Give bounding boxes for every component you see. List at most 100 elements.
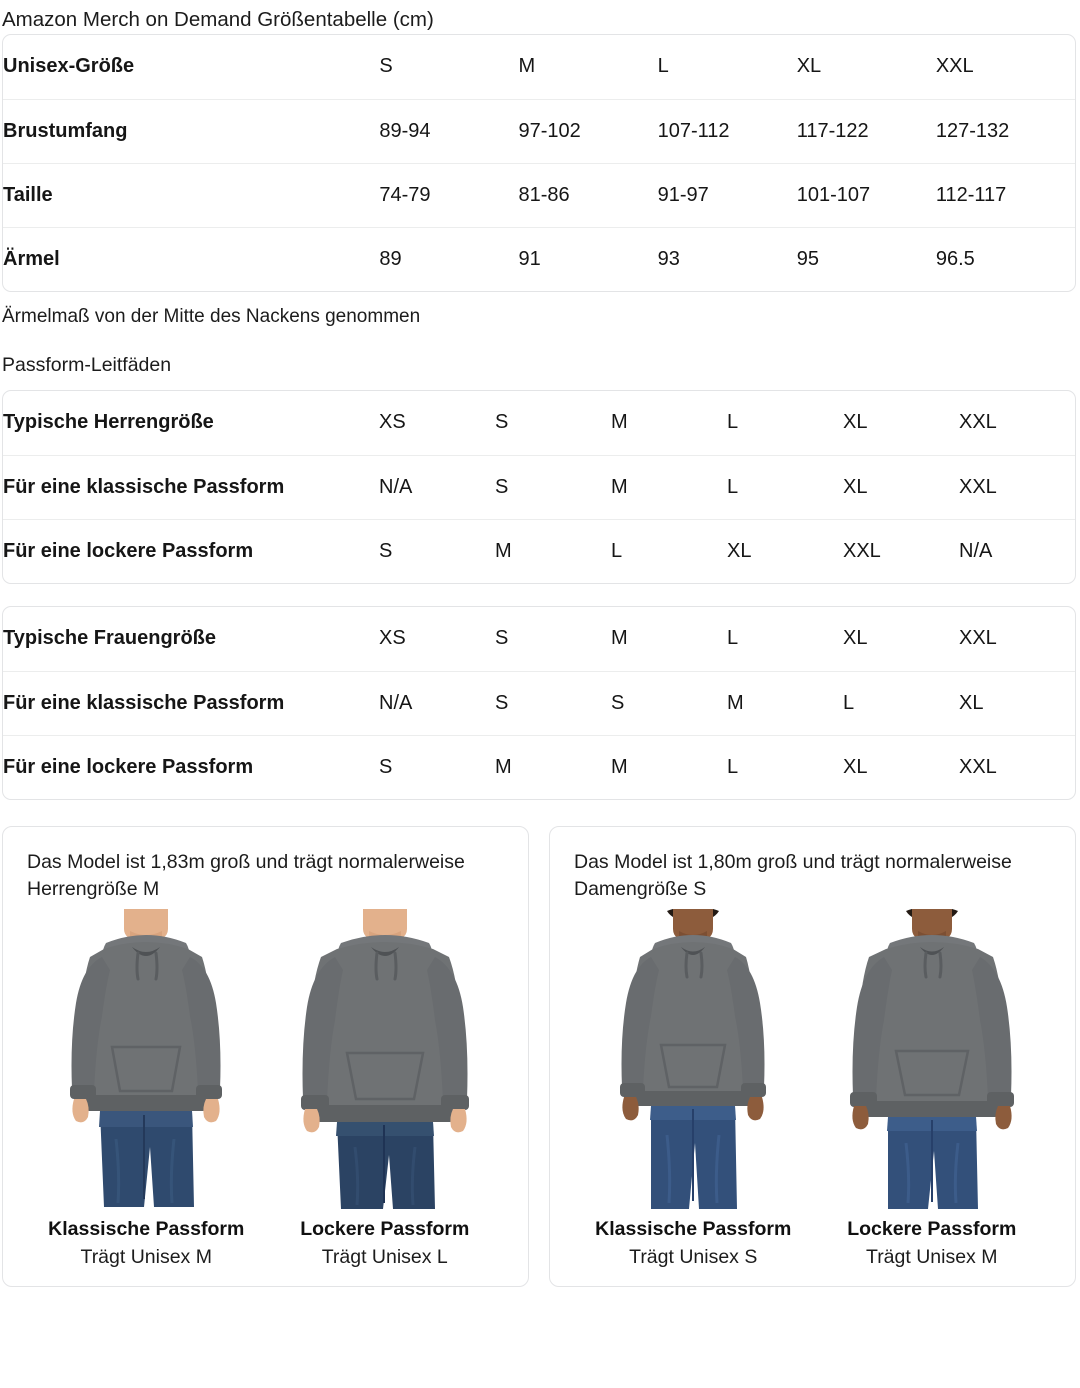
column-header-l: L: [727, 627, 739, 650]
male-relaxed-wears-label: Trägt Unisex L: [321, 1246, 448, 1269]
cell-womens-classic-6: XL: [959, 691, 984, 714]
column-header-xl: XL: [796, 55, 822, 78]
male-relaxed-photo: [266, 908, 505, 1209]
cell-mens-relaxed-3: L: [611, 539, 623, 562]
cell-waist-s: 74-79: [379, 183, 431, 206]
column-header-s: S: [495, 411, 509, 434]
cell-waist-m: 81-86: [518, 183, 570, 206]
cell-sleeve-s: 89: [379, 247, 402, 270]
cell-mens-relaxed-2: M: [495, 539, 512, 562]
table-row: Für eine klassische Passform N/A S S M L…: [3, 671, 1075, 735]
female-classic-fit-figure: Klassische Passform Trägt Unisex S: [574, 908, 813, 1270]
fit-guide-heading: Passform-Leitfäden: [2, 354, 172, 377]
female-relaxed-wears-label: Trägt Unisex M: [866, 1246, 998, 1269]
cell-mens-relaxed-1: S: [379, 539, 393, 562]
cell-waist-l: 91-97: [657, 183, 709, 206]
cell-sleeve-l: 93: [657, 247, 680, 270]
female-relaxed-fit-label: Lockere Passform: [847, 1217, 1017, 1240]
female-relaxed-photo: [813, 908, 1052, 1209]
table-header-row: Typische Frauengröße XS S M L XL XXL: [3, 607, 1075, 671]
column-header-m: M: [611, 411, 628, 434]
womens-fit-table: Typische Frauengröße XS S M L XL XXL Für…: [3, 607, 1075, 799]
table-row: Für eine klassische Passform N/A S M L X…: [3, 455, 1075, 519]
male-classic-photo: [27, 908, 266, 1209]
cell-womens-relaxed-6: XXL: [959, 755, 997, 778]
male-classic-wears-label: Trägt Unisex M: [80, 1246, 212, 1269]
female-classic-fit-label: Klassische Passform: [595, 1217, 792, 1240]
column-header-l: L: [657, 55, 669, 78]
cell-mens-classic-3: M: [611, 475, 628, 498]
female-classic-wears-label: Trägt Unisex S: [629, 1246, 758, 1269]
cell-womens-relaxed-3: M: [611, 755, 628, 778]
male-model-card: Das Model ist 1,83m groß und trägt norma…: [2, 826, 529, 1287]
cell-chest-xl: 117-122: [796, 119, 869, 142]
column-header-size: Unisex-Größe: [3, 55, 135, 78]
unisex-measurements-table-card: Unisex-Größe S M L XL XXL Brustumfang 89…: [2, 34, 1076, 292]
cell-womens-classic-4: M: [727, 691, 744, 714]
cell-mens-classic-4: L: [727, 475, 739, 498]
table-row: Ärmel 89 91 93 95 96.5: [3, 227, 1075, 291]
row-label-sleeve: Ärmel: [3, 247, 60, 270]
cell-womens-classic-5: L: [843, 691, 855, 714]
cell-waist-xl: 101-107: [796, 183, 871, 206]
unisex-measurements-table: Unisex-Größe S M L XL XXL Brustumfang 89…: [3, 35, 1075, 291]
male-classic-fit-label: Klassische Passform: [48, 1217, 245, 1240]
column-header-xxl: XXL: [959, 411, 997, 434]
column-header-s: S: [495, 627, 509, 650]
cell-sleeve-m: 91: [518, 247, 541, 270]
row-label-mens-relaxed: Für eine lockere Passform: [3, 539, 254, 562]
cell-womens-relaxed-1: S: [379, 755, 393, 778]
cell-chest-s: 89-94: [379, 119, 431, 142]
cell-womens-relaxed-5: XL: [843, 755, 868, 778]
cell-womens-relaxed-2: M: [495, 755, 512, 778]
column-header-xl: XL: [843, 411, 868, 434]
page-title: Amazon Merch on Demand Größentabelle (cm…: [2, 7, 434, 31]
cell-sleeve-xxl: 96.5: [935, 247, 975, 270]
cell-mens-classic-6: XXL: [959, 475, 997, 498]
female-model-card: Das Model ist 1,80m groß und trägt norma…: [549, 826, 1076, 1287]
sleeve-measurement-note: Ärmelmaß von der Mitte des Nackens genom…: [2, 305, 421, 327]
cell-waist-xxl: 112-117: [935, 183, 1007, 206]
column-header-womens-size: Typische Frauengröße: [3, 627, 217, 650]
table-row: Für eine lockere Passform S M L XL XXL N…: [3, 519, 1075, 583]
table-header-row: Typische Herrengröße XS S M L XL XXL: [3, 391, 1075, 455]
column-header-xs: XS: [379, 411, 406, 434]
cell-chest-xxl: 127-132: [935, 119, 1010, 142]
male-classic-fit-figure: Klassische Passform Trägt Unisex M: [27, 908, 266, 1270]
male-model-caption: Das Model ist 1,83m groß und trägt norma…: [27, 851, 465, 900]
row-label-waist: Taille: [3, 183, 53, 206]
female-model-caption: Das Model ist 1,80m groß und trägt norma…: [574, 851, 1012, 900]
mens-fit-table: Typische Herrengröße XS S M L XL XXL Für…: [3, 391, 1075, 583]
womens-fit-table-card: Typische Frauengröße XS S M L XL XXL Für…: [2, 606, 1076, 800]
cell-mens-relaxed-6: N/A: [959, 539, 993, 562]
cell-mens-classic-5: XL: [843, 475, 868, 498]
female-classic-photo: [574, 908, 813, 1209]
column-header-xxl: XXL: [935, 55, 974, 78]
row-label-womens-relaxed: Für eine lockere Passform: [3, 755, 254, 778]
male-relaxed-fit-label: Lockere Passform: [300, 1217, 470, 1240]
cell-mens-classic-2: S: [495, 475, 509, 498]
table-row: Brustumfang 89-94 97-102 107-112 117-122…: [3, 99, 1075, 163]
cell-womens-classic-3: S: [611, 691, 625, 714]
column-header-mens-size: Typische Herrengröße: [3, 411, 214, 434]
cell-chest-l: 107-112: [657, 119, 730, 142]
cell-sleeve-xl: 95: [796, 247, 819, 270]
column-header-m: M: [611, 627, 628, 650]
row-label-womens-classic: Für eine klassische Passform: [3, 691, 285, 714]
cell-chest-m: 97-102: [518, 119, 581, 142]
male-photos: Klassische Passform Trägt Unisex M: [27, 908, 505, 1270]
mens-fit-table-card: Typische Herrengröße XS S M L XL XXL Für…: [2, 390, 1076, 584]
row-label-mens-classic: Für eine klassische Passform: [3, 475, 285, 498]
cell-womens-classic-2: S: [495, 691, 509, 714]
column-header-xl: XL: [843, 627, 868, 650]
column-header-xs: XS: [379, 627, 406, 650]
column-header-l: L: [727, 411, 739, 434]
table-row: Für eine lockere Passform S M M L XL XXL: [3, 735, 1075, 799]
male-relaxed-fit-figure: Lockere Passform Trägt Unisex L: [266, 908, 505, 1270]
female-relaxed-fit-figure: Lockere Passform Trägt Unisex M: [813, 908, 1052, 1270]
table-header-row: Unisex-Größe S M L XL XXL: [3, 35, 1075, 99]
female-photos: Klassische Passform Trägt Unisex S: [574, 908, 1052, 1270]
column-header-xxl: XXL: [959, 627, 997, 650]
cell-mens-classic-1: N/A: [379, 475, 413, 498]
